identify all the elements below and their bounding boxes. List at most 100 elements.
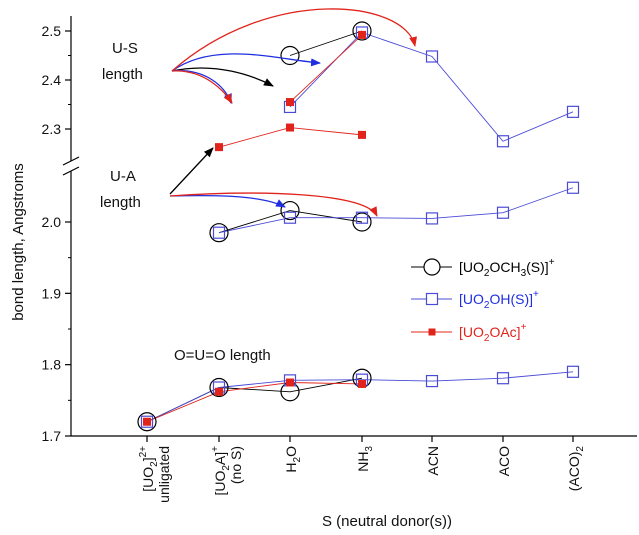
data-point <box>215 143 223 152</box>
label-subscript: 2 <box>221 465 232 471</box>
label-main: [UO <box>212 471 228 496</box>
legend-sub-2: 3 <box>521 268 527 279</box>
legend-sup: + <box>533 289 539 300</box>
legend-text-a: [UO <box>459 291 484 307</box>
x-axis-title: S (neutral donor(s)) <box>322 513 452 530</box>
axis-break-mark-top <box>62 156 80 166</box>
data-point <box>212 226 226 239</box>
label-main: NH <box>355 452 371 472</box>
axis-break-mark-bottom <box>62 166 80 176</box>
data-point <box>425 50 439 63</box>
label-main: H <box>283 462 299 472</box>
x-tick-label-text: [UO2]2+ <box>138 446 160 492</box>
label-subscript: 2 <box>575 446 586 452</box>
legend-item-0: [UO2OCH3(S)]+ <box>411 257 555 279</box>
data-point <box>496 135 510 148</box>
data-point <box>358 379 366 388</box>
data-point <box>358 130 366 139</box>
data-point <box>143 417 151 426</box>
label-rest: A] <box>212 452 228 465</box>
legend: [UO2OCH3(S)]+[UO2OH(S)]+[UO2OAc]+ <box>411 257 555 344</box>
data-point <box>209 223 229 243</box>
data-point <box>286 123 294 132</box>
x-tick-label-text: ACN <box>425 446 441 476</box>
x-tick-label-text: ACO <box>496 446 512 476</box>
ua-arrow-blue <box>169 194 286 208</box>
legend-text-b: OCH <box>489 259 520 275</box>
data-point <box>566 365 580 378</box>
data-point <box>283 211 297 224</box>
ua-label-line1: U-A <box>110 168 136 185</box>
label-subscript: 3 <box>364 446 375 452</box>
annotation-labels: U-S length U-A length O=U=O length <box>100 40 271 364</box>
label-superscript: + <box>210 446 221 452</box>
annotation-arrows <box>169 8 417 217</box>
us-arrow-red-h2o <box>171 70 233 104</box>
label-rest: ] <box>140 457 156 461</box>
legend-item-1: [UO2OH(S)]+ <box>411 289 539 311</box>
data-point <box>352 212 372 232</box>
tick-labels: 1.71.81.92.02.32.42.5[UO2]2+ unligated [UO… <box>42 23 586 503</box>
label-main: (ACO) <box>566 452 582 492</box>
legend-marker <box>428 328 436 336</box>
x-tick-label-line2: unligated <box>156 446 172 503</box>
y-tick-label: 2.4 <box>42 72 62 88</box>
series-0-line-0 <box>146 377 363 423</box>
series-0-markers <box>137 21 372 432</box>
legend-marker <box>425 292 439 306</box>
us-arrow-blue-h2o <box>171 70 232 104</box>
y-tick-label: 2.0 <box>42 214 62 230</box>
series-2-markers <box>143 30 366 426</box>
label-subscript: 2 <box>292 456 303 462</box>
x-tick-label-text: (ACO)2 <box>566 446 586 492</box>
x-tick-label-text: [UO2A]+ <box>210 446 232 496</box>
data-point <box>358 30 366 39</box>
data-point <box>140 415 154 428</box>
data-point <box>425 374 439 388</box>
data-point <box>496 206 510 219</box>
x-tick-label-1: [UO2A]+ (no S) <box>210 446 244 496</box>
series-1-markers <box>140 26 580 428</box>
series-2-line-2 <box>289 34 363 103</box>
us-arrow-blue-nh3 <box>171 53 321 72</box>
legend-text-a: [UO <box>459 324 484 340</box>
x-tick-label-4: ACN <box>425 446 441 476</box>
us-label-line1: U-S <box>112 40 138 57</box>
ua-arrow-black <box>169 147 214 195</box>
us-arrow-red-acn <box>171 8 417 72</box>
legend-text-c: (S)] <box>526 259 549 275</box>
legend-label: [UO2OCH3(S)]+ <box>459 257 555 279</box>
data-point <box>496 372 510 385</box>
label-main: ACN <box>425 446 441 476</box>
data-point <box>566 105 580 118</box>
x-tick-label-text: H2O <box>283 446 303 473</box>
legend-text-a: [UO <box>459 259 484 275</box>
data-point <box>209 377 229 398</box>
y-tick-label: 1.9 <box>42 285 62 301</box>
legend-sub-1: 2 <box>484 333 490 344</box>
x-tick-label-3: NH3 <box>355 446 375 472</box>
y-tick-label: 2.3 <box>42 121 62 137</box>
data-point <box>137 412 157 432</box>
x-tick-label-5: ACO <box>496 446 512 476</box>
data-point <box>566 181 580 194</box>
legend-marker <box>423 258 441 276</box>
axes <box>62 16 637 442</box>
series-0-line-1 <box>218 210 363 234</box>
legend-sub-1: 2 <box>484 268 490 279</box>
data-point <box>280 200 300 221</box>
legend-label: [UO2OH(S)]+ <box>459 289 539 311</box>
ua-arrow-red <box>169 192 378 217</box>
ouo-label: O=U=O length <box>174 347 271 364</box>
legend-sup: + <box>521 322 527 333</box>
series-2-line-0 <box>146 382 363 423</box>
data-point <box>352 21 372 41</box>
series-0-line-2 <box>289 30 363 56</box>
data-point <box>425 212 439 225</box>
legend-sub-1: 2 <box>484 300 490 311</box>
series-1-line-1 <box>218 187 574 234</box>
label-main: ACO <box>496 446 512 476</box>
data-point <box>280 45 300 66</box>
y-tick-label: 2.5 <box>42 23 62 39</box>
